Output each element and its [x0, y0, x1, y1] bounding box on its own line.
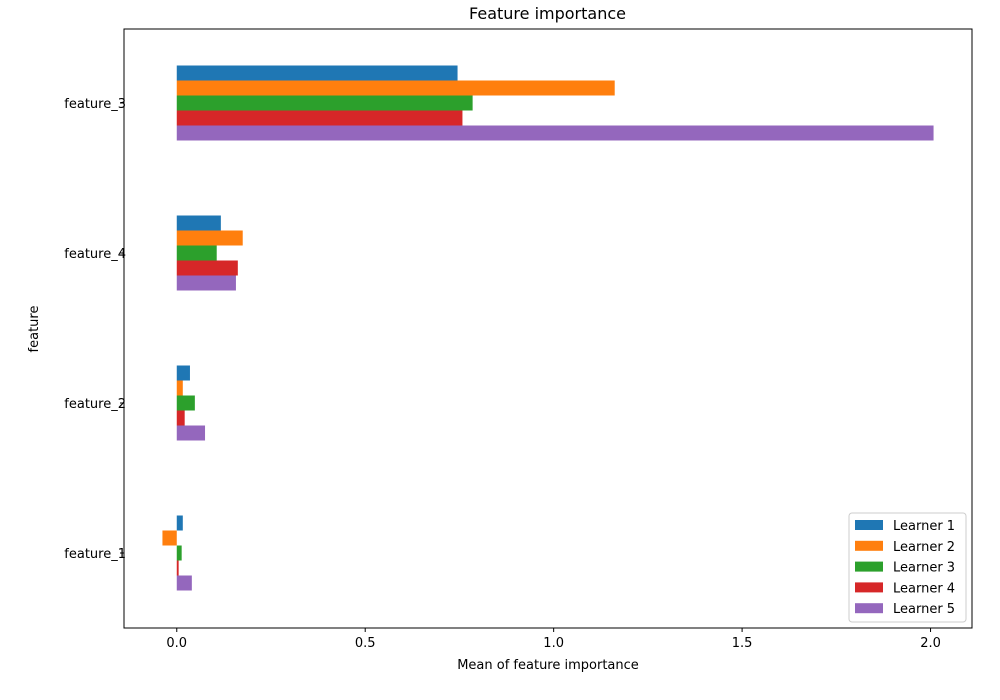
bar — [176, 380, 183, 396]
y-axis-label: feature — [27, 306, 42, 353]
bar — [176, 245, 217, 261]
chart-title: Feature importance — [469, 4, 626, 23]
legend: Learner 1 Learner 2 Learner 3 Learner 4 Lear… — [848, 512, 967, 623]
y-tick-label: feature_2 — [64, 397, 126, 412]
x-tick-label: 0.0 — [166, 636, 187, 651]
legend-label: Learner 3 — [893, 561, 955, 576]
x-tick-label: 1.5 — [732, 636, 753, 651]
bar — [176, 275, 236, 291]
bar — [162, 530, 177, 546]
bar — [176, 365, 190, 381]
y-tick-label: feature_1 — [64, 547, 126, 562]
legend-swatch — [855, 603, 883, 614]
bar — [176, 410, 185, 426]
bar — [176, 545, 182, 561]
y-tick-label: feature_3 — [64, 97, 126, 112]
bar — [176, 95, 473, 111]
bar — [176, 230, 243, 246]
x-tick-label: 0.5 — [355, 636, 376, 651]
bar — [176, 80, 615, 96]
bar — [176, 215, 221, 231]
legend-label: Learner 2 — [893, 540, 955, 555]
legend-swatch — [855, 520, 883, 530]
bar — [176, 515, 183, 531]
x-tick-label: 1.0 — [543, 636, 564, 651]
legend-label: Learner 5 — [893, 602, 955, 617]
legend-label: Learner 1 — [893, 519, 955, 534]
plot-area-frame — [123, 28, 973, 629]
legend-swatch — [855, 540, 883, 551]
bar — [176, 560, 179, 576]
y-axis: feature_1 feature_2 feature_4 feature_3 — [64, 97, 126, 562]
y-tick-label: feature_4 — [64, 247, 126, 262]
legend-box — [848, 512, 967, 623]
bar — [176, 395, 195, 411]
legend-swatch — [855, 582, 883, 593]
legend-swatch — [855, 561, 883, 572]
bar — [176, 65, 458, 81]
legend-label: Learner 4 — [893, 581, 955, 596]
bar — [176, 125, 934, 141]
bar — [176, 110, 463, 126]
x-axis-label: Mean of feature importance — [457, 658, 639, 673]
bar — [176, 425, 206, 441]
bar — [176, 575, 192, 591]
bar — [176, 260, 238, 276]
x-axis: 0.0 0.5 1.0 1.5 2.0 — [166, 628, 941, 651]
bars-layer — [162, 65, 934, 591]
x-tick-label: 2.0 — [920, 636, 941, 651]
